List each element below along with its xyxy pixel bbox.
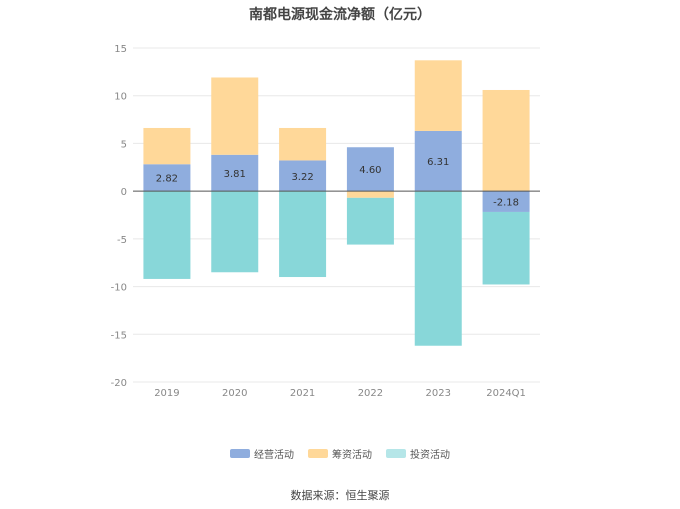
- legend-item-operating[interactable]: 经营活动: [230, 446, 294, 461]
- y-tick-label: 5: [121, 139, 127, 150]
- data-label-2021: 3.22: [291, 172, 313, 183]
- x-tick-label: 2022: [358, 388, 383, 399]
- y-tick-label: 15: [114, 44, 127, 55]
- bar-2022-series-1: [346, 191, 394, 198]
- x-tick-label: 2020: [222, 388, 247, 399]
- bar-2021-series-2: [279, 191, 327, 278]
- bar-2020-series-0: [211, 154, 259, 192]
- bar-2020-series-1: [211, 77, 259, 155]
- y-tick-label: -10: [111, 283, 127, 294]
- data-label-2022: 4.60: [359, 165, 381, 176]
- x-tick-label: 2023: [426, 388, 451, 399]
- y-tick-label: -15: [111, 330, 127, 341]
- bar-2021-series-1: [279, 127, 327, 161]
- chart-title: 南都电源现金流净额（亿元）: [249, 7, 431, 23]
- data-label-2020: 3.81: [224, 169, 246, 180]
- bar-2023-series-2: [414, 191, 462, 346]
- bar-2024Q1-series-1: [482, 89, 530, 192]
- legend-label-investing: 投资活动: [410, 450, 450, 461]
- data-label-2023: 6.31: [427, 157, 449, 168]
- bar-2022-series-0: [346, 147, 394, 192]
- chart-legend: 经营活动 筹资活动 投资活动: [0, 446, 680, 461]
- legend-item-investing[interactable]: 投资活动: [386, 446, 450, 461]
- bar-2019-series-2: [143, 191, 191, 279]
- legend-label-financing: 筹资活动: [332, 450, 372, 461]
- legend-swatch-financing: [308, 449, 328, 458]
- bar-2019-series-0: [143, 164, 191, 192]
- x-tick-label: 2021: [290, 388, 315, 399]
- bar-2024Q1-series-0: [482, 191, 530, 212]
- data-source: 数据来源：恒生聚源: [290, 489, 390, 502]
- y-tick-label: -5: [117, 235, 127, 246]
- legend-swatch-operating: [230, 449, 250, 458]
- legend-item-financing[interactable]: 筹资活动: [308, 446, 372, 461]
- legend-swatch-investing: [386, 449, 406, 458]
- bar-2023-series-1: [414, 60, 462, 131]
- bar-2019-series-1: [143, 127, 191, 165]
- bar-2023-series-0: [414, 130, 462, 192]
- legend-label-operating: 经营活动: [254, 450, 294, 461]
- y-tick-label: 0: [121, 187, 127, 198]
- bar-2021-series-0: [279, 160, 327, 192]
- data-label-2019: 2.82: [156, 174, 178, 185]
- bar-2024Q1-series-2: [482, 211, 530, 285]
- chart-plot: 15 10 5 0 -5 -10 -15 -20 2.82 2019 3.81 2020 3.22 202…: [111, 44, 540, 399]
- data-label-2024Q1: -2.18: [493, 198, 519, 209]
- y-tick-label: -20: [111, 378, 127, 389]
- bar-2020-series-2: [211, 191, 259, 273]
- x-tick-label: 2019: [154, 388, 179, 399]
- x-tick-label: 2024Q1: [486, 388, 526, 399]
- y-tick-label: 10: [114, 92, 127, 103]
- bar-2022-series-2: [346, 197, 394, 245]
